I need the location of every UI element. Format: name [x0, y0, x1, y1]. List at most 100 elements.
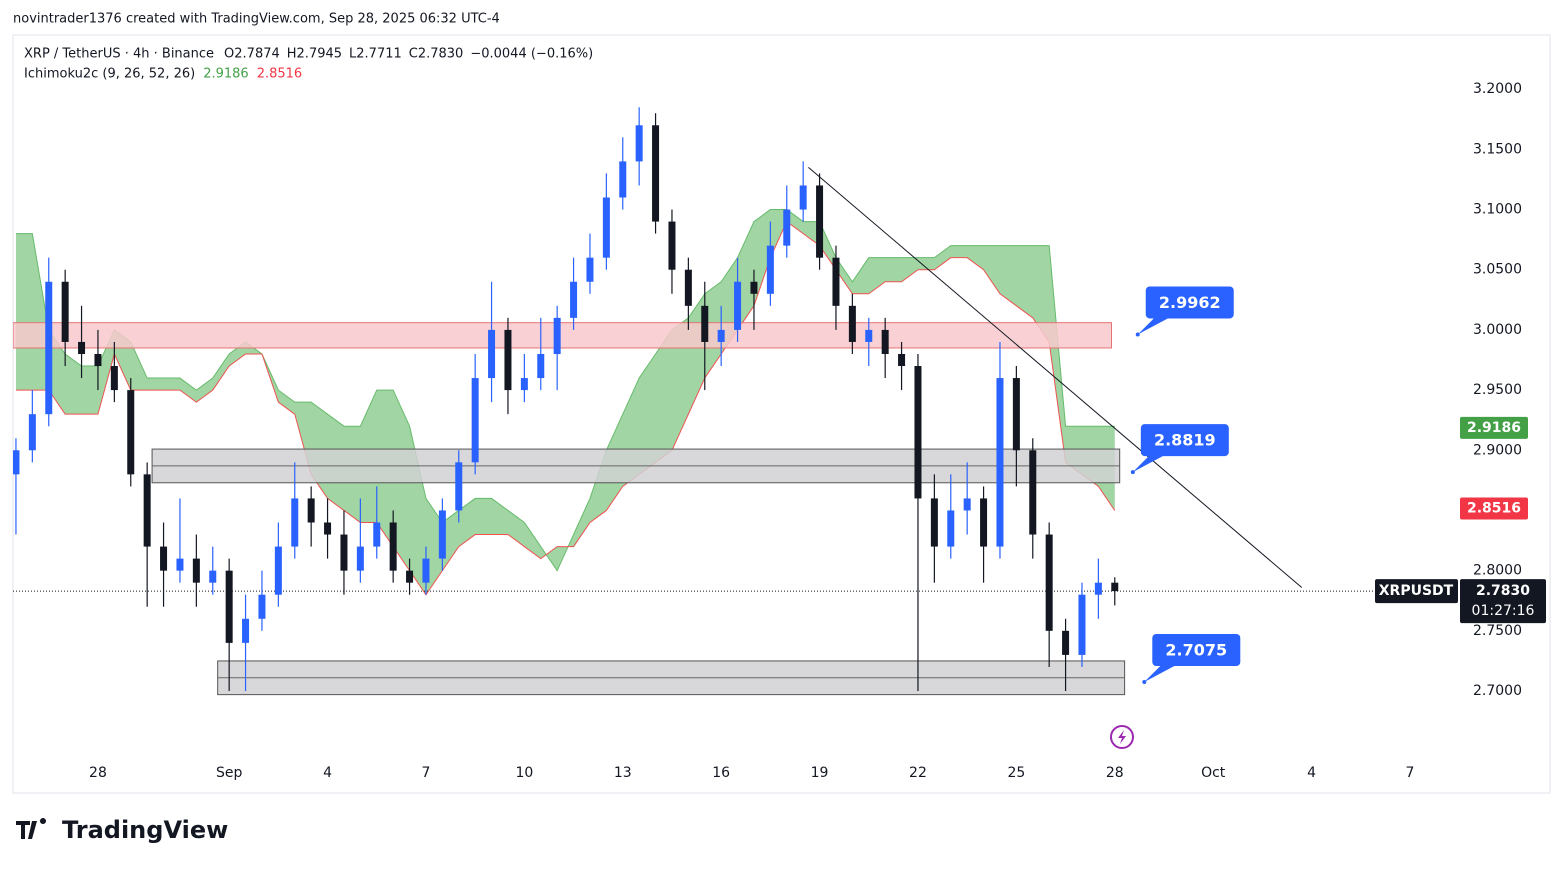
ohlc-value: C2.7830 [409, 47, 464, 62]
candle-body [127, 390, 135, 475]
x-tick-label: 4 [1307, 765, 1316, 781]
candle-body [160, 546, 168, 571]
x-tick-label: 22 [909, 765, 927, 781]
brand: TradingView [62, 816, 228, 844]
countdown: 01:27:16 [1472, 603, 1535, 619]
x-tick-label: Oct [1201, 765, 1226, 781]
candle-body [520, 378, 528, 391]
candle-body [537, 353, 545, 379]
author-line: novintrader1376 created with TradingView… [13, 12, 500, 27]
candle-body [619, 161, 627, 198]
candle-body [930, 498, 938, 547]
trendline [808, 167, 1303, 588]
candle-body [799, 185, 807, 210]
candle-body [734, 281, 742, 330]
zone [13, 322, 1112, 349]
candle-body [488, 329, 496, 379]
candle-body [914, 366, 922, 499]
candle-body [274, 546, 282, 595]
y-tick-label: 3.0500 [1473, 262, 1522, 278]
frame [12, 34, 1551, 794]
callout-label: 2.7075 [1165, 640, 1227, 659]
ohlc-value: −0.0044 (−0.16%) [470, 47, 593, 62]
candle-body [471, 378, 479, 463]
candle-body [324, 522, 332, 535]
symbol-badge [1375, 579, 1458, 604]
y-tick-label: 3.0000 [1473, 322, 1522, 338]
y-tick-label: 3.2000 [1473, 81, 1522, 97]
candle-body [652, 125, 660, 222]
x-tick-label: 19 [811, 765, 829, 781]
ohlc-value: O2.7874 [224, 47, 280, 62]
candle-body [1111, 582, 1119, 592]
candle-body [717, 329, 725, 342]
callout-anchor [1135, 332, 1140, 337]
candle-body [1078, 594, 1086, 655]
candle-body [1045, 534, 1053, 631]
candle-body [28, 414, 36, 451]
y-tick-label: 2.8000 [1473, 563, 1522, 579]
candle-body [389, 522, 397, 571]
candle-body [225, 570, 233, 643]
x-tick-label: 4 [323, 765, 332, 781]
candle-body [373, 522, 381, 547]
x-tick-label: 10 [515, 765, 533, 781]
candle-body [865, 329, 873, 342]
candle-body [45, 281, 53, 415]
candle-body [455, 462, 463, 511]
alert-icon [1110, 725, 1134, 749]
candle-body [94, 353, 102, 367]
span-a-line [15, 209, 1115, 572]
candle-body [340, 534, 348, 571]
indicator-value: 2.8516 [257, 67, 303, 82]
symbol-label: XRPUSDT [1379, 583, 1454, 599]
candle-body [504, 329, 512, 391]
callout-label: 2.8819 [1154, 431, 1216, 450]
ohlc-value: H2.7945 [287, 47, 342, 62]
candle-body [438, 510, 446, 559]
candle-body [1012, 378, 1020, 451]
candle-body [668, 221, 676, 270]
y-tick-label: 2.7500 [1473, 623, 1522, 639]
callout-label: 2.9962 [1159, 293, 1221, 312]
callout-anchor [1142, 679, 1147, 684]
y-tick-label: 2.9500 [1473, 382, 1522, 398]
candle-body [1094, 582, 1102, 595]
price-badge-label: 2.9186 [1467, 420, 1521, 436]
callout-box [1137, 286, 1234, 335]
symbol-line: XRP / TetherUS · 4h · Binance [24, 47, 214, 62]
x-tick-label: 28 [89, 765, 107, 781]
candle-body [898, 353, 906, 367]
candle-body [209, 570, 217, 583]
price-badge-label: 2.8516 [1467, 501, 1521, 517]
candle-body [78, 341, 86, 354]
candle-body [13, 450, 20, 475]
callout-box [1132, 424, 1229, 473]
candle-body [832, 257, 840, 306]
y-tick-label: 3.1500 [1473, 141, 1522, 157]
x-tick-label: 7 [1406, 765, 1415, 781]
candle-body [406, 570, 414, 583]
candle-body [1029, 450, 1037, 535]
candle-body [356, 546, 364, 571]
candle-body [176, 558, 184, 571]
x-tick-label: 13 [614, 765, 632, 781]
candle-body [635, 125, 643, 162]
candle-body [881, 329, 889, 354]
candle-body [586, 257, 594, 282]
candle-body [996, 378, 1004, 547]
candle-body [307, 498, 315, 523]
candle-body [848, 305, 856, 342]
last-price-badge [1460, 579, 1546, 624]
tv-logo: TradingView [16, 816, 228, 844]
candle-body [143, 474, 151, 547]
indicator-value: 2.9186 [203, 67, 249, 82]
candle-body [1062, 630, 1070, 655]
x-tick-label: 25 [1007, 765, 1025, 781]
candle-body [684, 269, 692, 306]
candle-body [783, 209, 791, 246]
x-tick-label: 7 [422, 765, 431, 781]
candle-body [963, 498, 971, 511]
